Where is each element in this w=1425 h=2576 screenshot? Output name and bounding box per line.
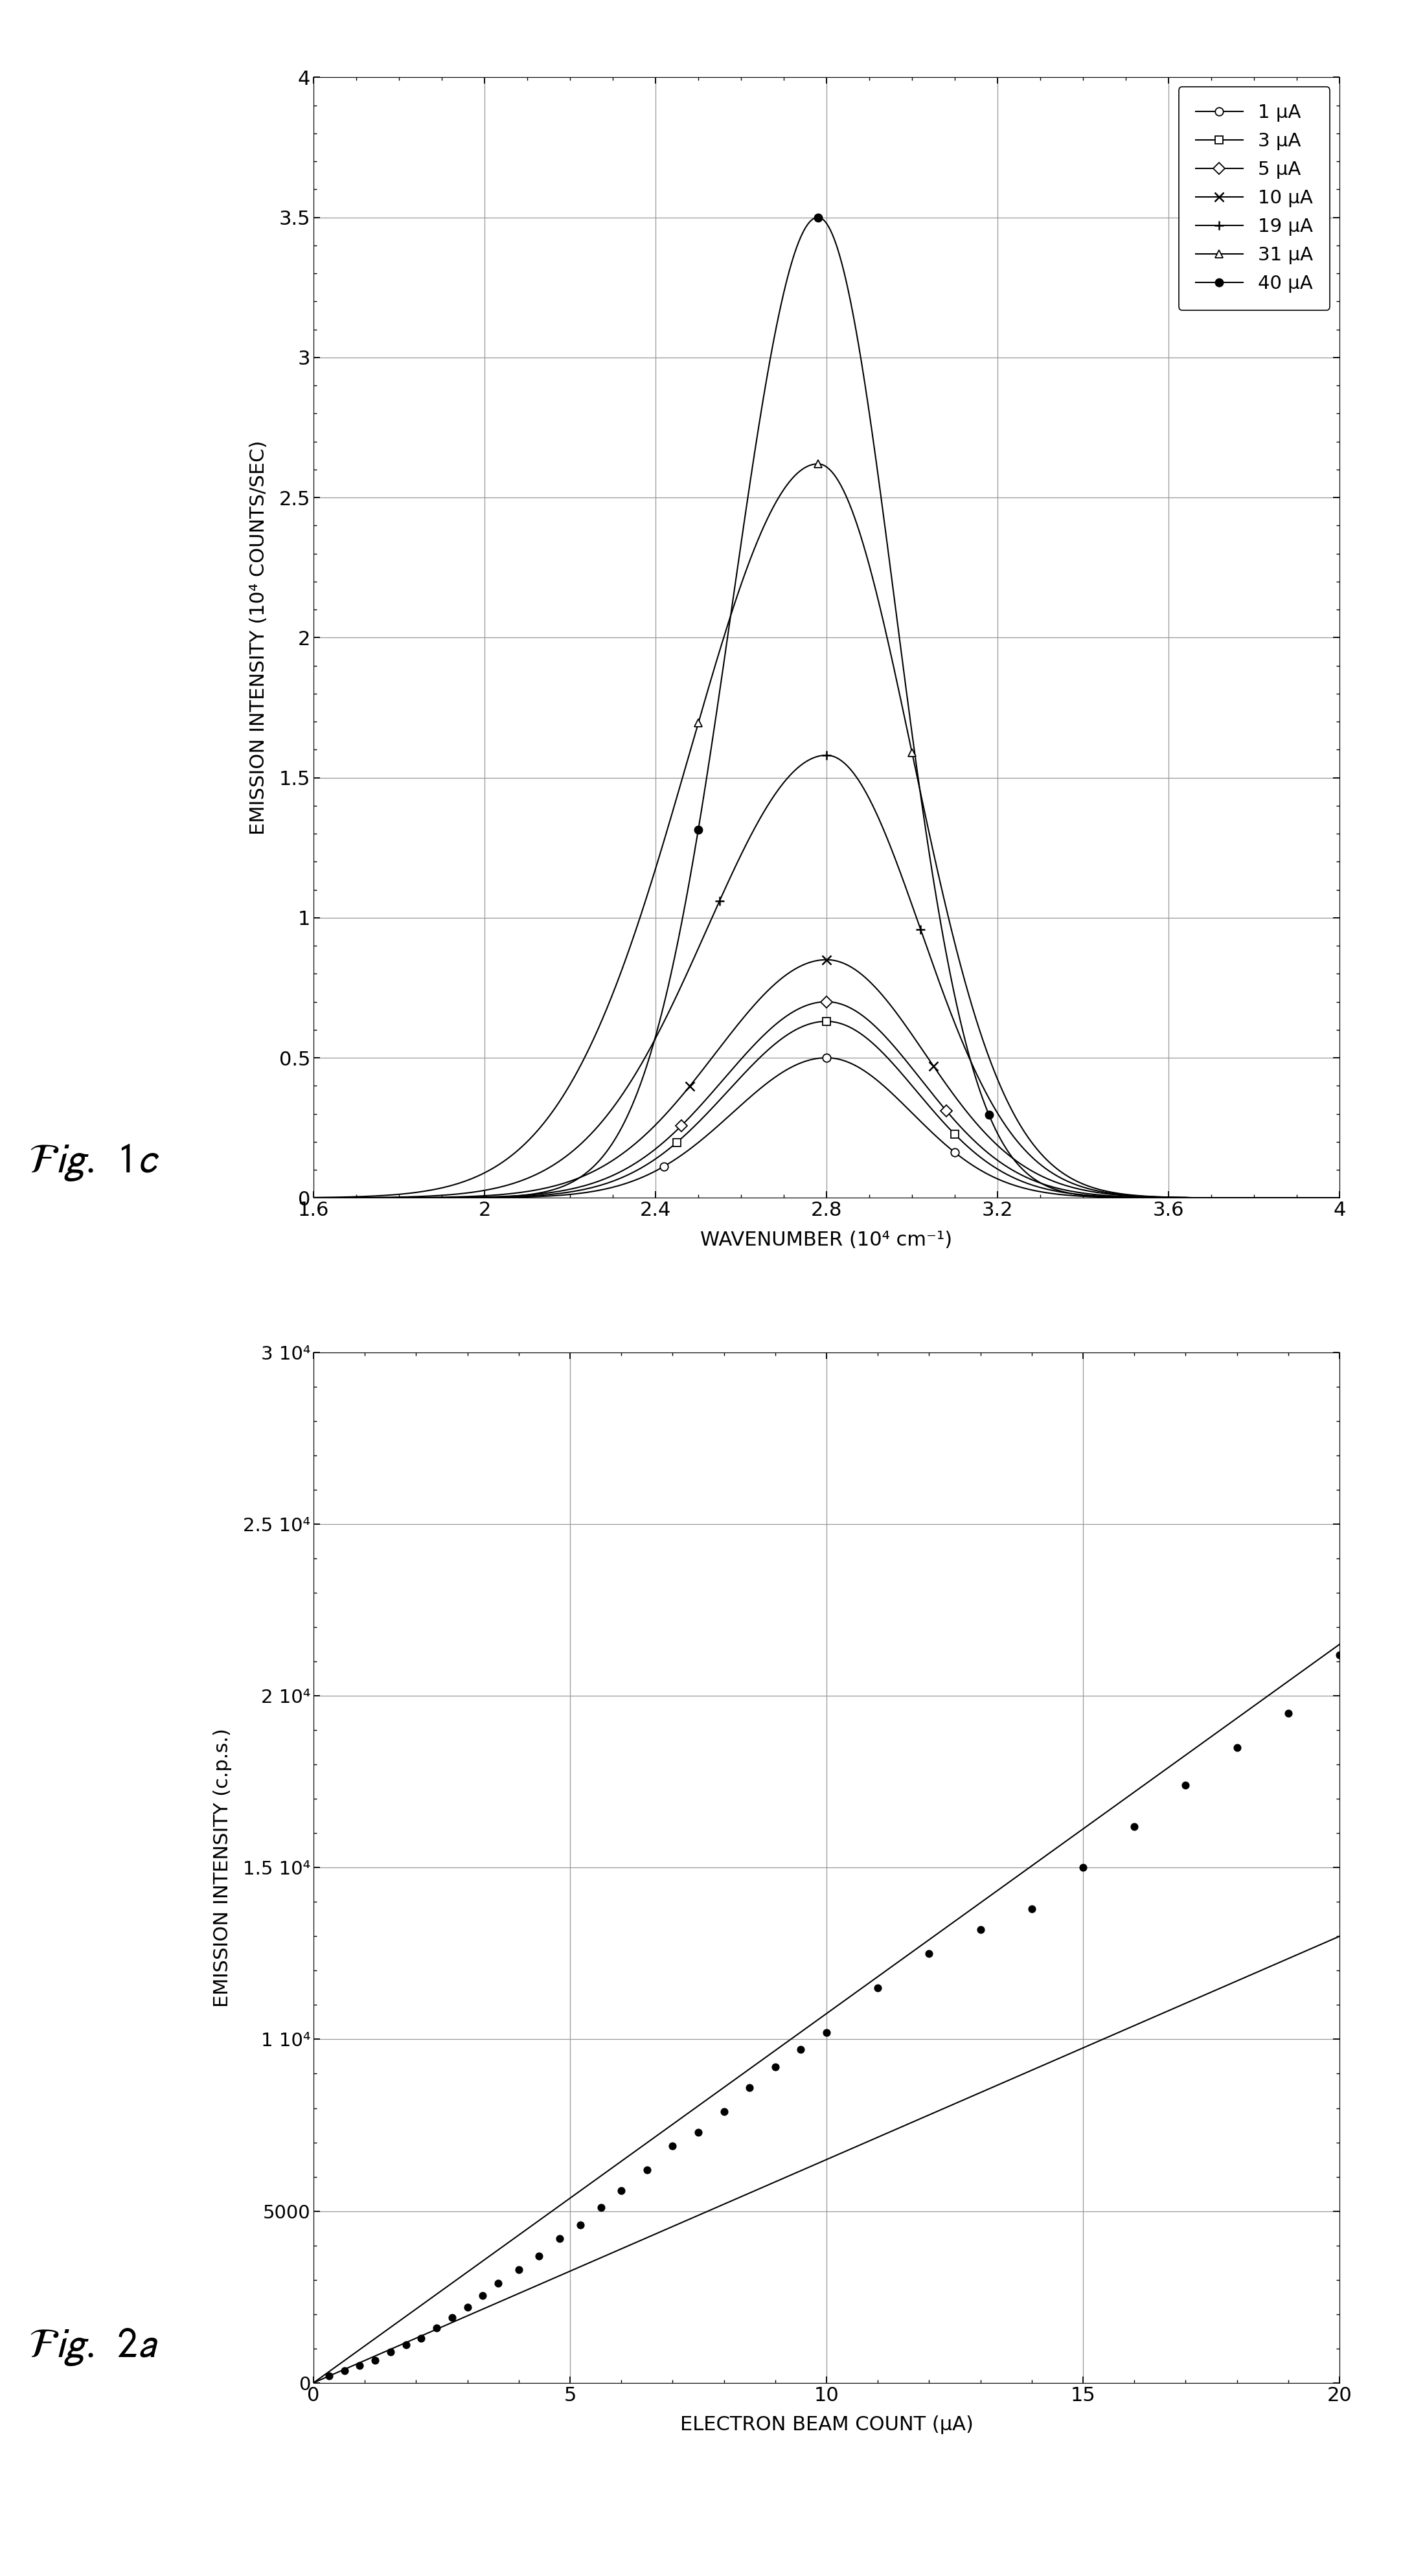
Point (661, 2125, 684, 2166)
Point (764, 2045, 787, 2087)
Point (687, 2112, 710, 2154)
Point (738, 2066, 761, 2107)
Point (363, 2339, 386, 2380)
Point (395, 2324, 418, 2365)
Point (866, 1968, 889, 2009)
Point (1226, 1726, 1248, 1767)
Point (569, 2205, 591, 2246)
Point (1020, 1888, 1043, 1929)
Point (1328, 1633, 1351, 1674)
Point (507, 2249, 530, 2290)
Point (815, 2012, 838, 2053)
X-axis label: ELECTRON BEAM COUNT (μA): ELECTRON BEAM COUNT (μA) (680, 2416, 973, 2434)
Point (456, 2287, 479, 2329)
Legend: 1 μA, 3 μA, 5 μA, 10 μA, 19 μA, 31 μA, 40 μA: 1 μA, 3 μA, 5 μA, 10 μA, 19 μA, 31 μA, 4… (1178, 88, 1330, 309)
Text: $\mathcal{Fig.\ 2a}$: $\mathcal{Fig.\ 2a}$ (28, 2326, 158, 2367)
Point (1277, 1692, 1300, 1734)
Point (527, 2236, 550, 2277)
Point (610, 2169, 633, 2210)
Text: $\mathcal{Fig.\ 1c}$: $\mathcal{Fig.\ 1c}$ (28, 1141, 160, 1182)
Point (379, 2331, 402, 2372)
Y-axis label: EMISSION INTENSITY (10⁴ COUNTS/SEC): EMISSION INTENSITY (10⁴ COUNTS/SEC) (249, 440, 268, 835)
X-axis label: WAVENUMBER (10⁴ cm⁻¹): WAVENUMBER (10⁴ cm⁻¹) (701, 1231, 952, 1249)
Point (318, 2354, 341, 2396)
Point (636, 2148, 658, 2190)
Point (590, 2187, 613, 2228)
Point (440, 2298, 463, 2339)
Point (425, 2308, 447, 2349)
Point (348, 2344, 370, 2385)
Y-axis label: EMISSION INTENSITY (c.p.s.): EMISSION INTENSITY (c.p.s.) (214, 1728, 232, 2007)
Point (333, 2349, 356, 2391)
Point (969, 1909, 992, 1950)
Point (410, 2318, 433, 2360)
Point (712, 2092, 735, 2133)
Point (487, 2262, 510, 2303)
Point (1072, 1847, 1094, 1888)
Point (1174, 1765, 1197, 1806)
Point (918, 1932, 940, 1973)
Point (549, 2218, 571, 2259)
Point (789, 2030, 812, 2071)
Point (472, 2275, 494, 2316)
Point (1123, 1806, 1146, 1847)
